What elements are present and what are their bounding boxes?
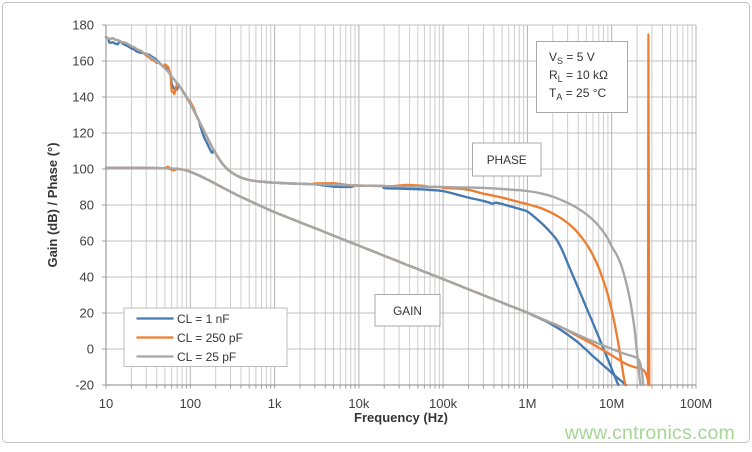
svg-text:www.cntronics.com: www.cntronics.com <box>564 422 735 444</box>
svg-text:80: 80 <box>80 198 94 213</box>
svg-text:Gain (dB) / Phase (°): Gain (dB) / Phase (°) <box>45 142 60 267</box>
svg-text:20: 20 <box>80 306 94 321</box>
svg-text:-20: -20 <box>75 378 94 393</box>
svg-text:RL = 10 kΩ: RL = 10 kΩ <box>549 68 608 84</box>
svg-text:180: 180 <box>72 18 94 33</box>
svg-text:TA = 25 °C: TA = 25 °C <box>549 86 607 102</box>
svg-text:120: 120 <box>72 126 94 141</box>
svg-text:CL = 250 pF: CL = 250 pF <box>177 331 243 345</box>
svg-text:100k: 100k <box>429 396 458 411</box>
svg-text:Frequency (Hz): Frequency (Hz) <box>354 410 448 425</box>
svg-text:160: 160 <box>72 54 94 69</box>
svg-text:CL = 25 pF: CL = 25 pF <box>177 350 236 364</box>
svg-text:1M: 1M <box>518 396 536 411</box>
svg-text:100M: 100M <box>680 396 713 411</box>
svg-text:GAIN: GAIN <box>393 304 422 318</box>
svg-text:10: 10 <box>99 396 113 411</box>
svg-text:1k: 1k <box>268 396 282 411</box>
svg-text:10k: 10k <box>348 396 369 411</box>
svg-text:CL = 1 nF: CL = 1 nF <box>177 312 230 326</box>
svg-text:40: 40 <box>80 270 94 285</box>
svg-text:140: 140 <box>72 90 94 105</box>
svg-text:0: 0 <box>87 342 94 357</box>
svg-text:PHASE: PHASE <box>487 153 527 167</box>
svg-text:60: 60 <box>80 234 94 249</box>
svg-text:100: 100 <box>179 396 201 411</box>
svg-text:VS = 5 V: VS = 5 V <box>549 50 595 66</box>
svg-text:100: 100 <box>72 162 94 177</box>
svg-text:10M: 10M <box>599 396 624 411</box>
